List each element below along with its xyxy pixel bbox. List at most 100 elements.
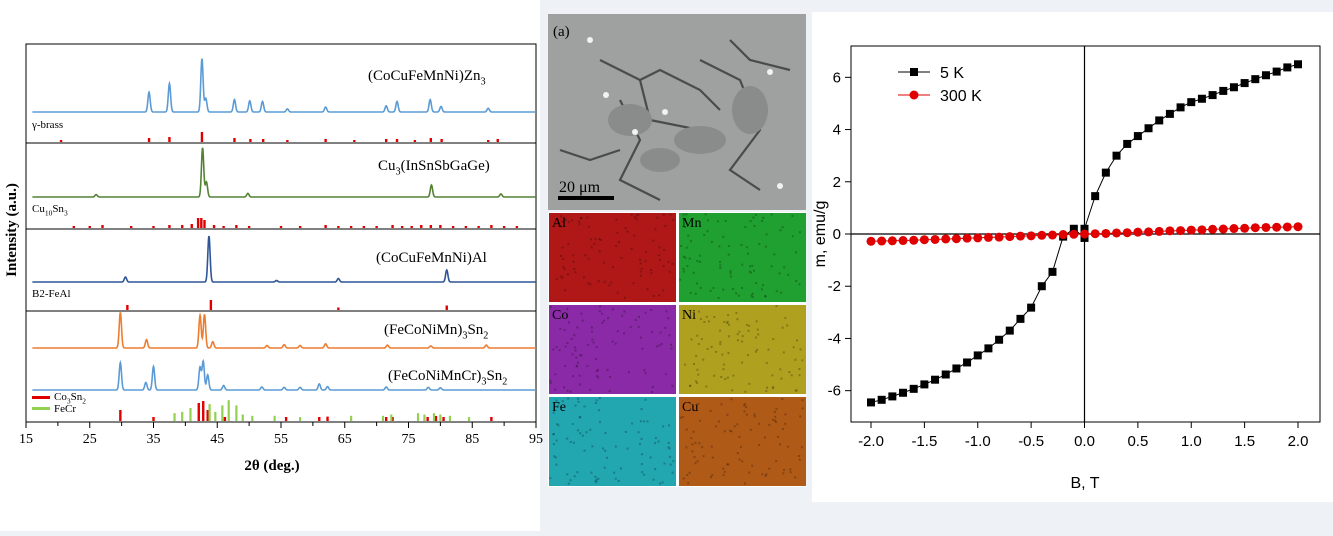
xrd-ref-line — [395, 139, 399, 142]
mag-point-300k — [1133, 227, 1143, 237]
eds-speckle — [631, 422, 634, 425]
xrd-reference-lines — [59, 132, 519, 421]
eds-speckle — [608, 390, 611, 392]
eds-speckle — [729, 275, 732, 278]
eds-speckle — [781, 326, 784, 329]
eds-speckle — [584, 254, 587, 257]
eds-speckle — [591, 338, 594, 341]
mag-point-5k — [1080, 224, 1089, 233]
eds-speckle — [740, 243, 743, 246]
eds-speckle — [654, 468, 657, 471]
eds-speckle — [567, 397, 570, 400]
eds-speckle — [782, 472, 785, 475]
eds-speckle — [779, 443, 781, 446]
eds-speckle — [697, 373, 700, 376]
eds-speckle — [713, 374, 716, 377]
eds-speckle — [573, 268, 576, 270]
mag-point-300k — [877, 236, 887, 246]
xrd-trace-4 — [32, 312, 536, 349]
eds-speckle — [761, 219, 763, 222]
eds-speckle — [722, 467, 725, 470]
mag-point-300k — [887, 236, 897, 246]
eds-speckle — [787, 273, 790, 276]
mag-point-5k — [1133, 132, 1142, 141]
xrd-ref-line — [429, 138, 433, 142]
eds-speckle — [719, 267, 722, 269]
eds-speckle — [781, 226, 784, 229]
eds-speckle — [772, 386, 775, 389]
xrd-ref-line — [197, 403, 200, 421]
eds-speckle — [706, 230, 709, 233]
eds-speckle — [690, 437, 693, 440]
eds-speckle — [573, 334, 576, 337]
eds-speckle — [774, 419, 776, 422]
xrd-ref-line — [196, 218, 200, 228]
eds-speckle — [798, 368, 801, 370]
mag-x-tick-label: 1.5 — [1234, 433, 1255, 450]
xrd-ref-line — [59, 140, 63, 142]
eds-speckle — [751, 464, 754, 467]
eds-speckle — [723, 430, 726, 433]
eds-speckle — [590, 246, 593, 249]
eds-speckle — [764, 245, 767, 248]
eds-speckle — [597, 477, 600, 480]
eds-speckle — [595, 478, 598, 481]
xrd-ref-line-fecr — [390, 414, 393, 421]
eds-speckle — [646, 288, 649, 291]
eds-speckle — [638, 316, 640, 318]
eds-speckle — [564, 218, 567, 221]
sem-grain — [732, 86, 768, 134]
eds-label-co: Co — [552, 308, 568, 323]
eds-speckle — [560, 215, 563, 218]
eds-speckle — [726, 376, 729, 379]
mag-point-300k — [909, 235, 919, 245]
eds-speckle — [738, 458, 741, 461]
xrd-frames — [25, 43, 537, 423]
eds-speckle — [576, 471, 579, 474]
xrd-ylabel: Intensity (a.u.) — [4, 183, 20, 277]
sem-crack — [699, 59, 762, 191]
eds-speckle — [738, 435, 741, 438]
mag-point-300k — [1197, 225, 1207, 235]
xrd-phase-label: (FeCoNiMnCr)3Sn2 — [388, 368, 507, 388]
sem-particle — [767, 69, 773, 75]
eds-speckle — [583, 449, 586, 452]
eds-speckle — [721, 353, 724, 356]
eds-speckle — [591, 445, 594, 448]
eds-speckle — [720, 403, 723, 406]
eds-label-cu: Cu — [682, 400, 698, 415]
mag-point-5k — [1165, 109, 1174, 118]
eds-speckle — [739, 445, 742, 448]
eds-speckle — [629, 326, 632, 329]
eds-speckle — [699, 419, 702, 422]
eds-speckle — [762, 284, 764, 287]
xrd-panel: 15 25 35 45 55 65 75 85 95 (CoCuFeMnNi)Zn3 γ-bras… — [0, 0, 543, 531]
xrd-ref-line — [223, 417, 227, 421]
mag-point-300k — [1272, 222, 1282, 232]
eds-speckle — [614, 342, 617, 345]
eds-speckle — [696, 282, 699, 285]
eds-speckle — [722, 288, 725, 291]
mag-point-300k — [1101, 228, 1111, 238]
xrd-ref-line — [222, 226, 225, 228]
mag-point-300k — [1122, 228, 1132, 238]
eds-speckle — [590, 238, 592, 241]
mag-point-300k — [898, 236, 908, 246]
eds-speckle — [567, 243, 570, 246]
eds-speckle — [644, 260, 647, 263]
eds-speckle — [770, 213, 773, 216]
eds-speckle — [598, 397, 601, 400]
eds-speckle — [754, 336, 757, 339]
eds-speckle — [689, 384, 692, 387]
eds-speckle — [772, 338, 775, 341]
mag-point-300k — [1090, 229, 1100, 239]
eds-speckle — [753, 413, 756, 416]
eds-speckle — [780, 377, 783, 380]
eds-speckle — [768, 467, 771, 470]
xrd-ref-line — [349, 226, 353, 228]
eds-speckle — [781, 428, 784, 430]
eds-speckle — [790, 374, 793, 377]
eds-label-fe: Fe — [552, 400, 566, 415]
eds-speckle — [602, 319, 605, 322]
eds-speckle — [768, 423, 771, 426]
